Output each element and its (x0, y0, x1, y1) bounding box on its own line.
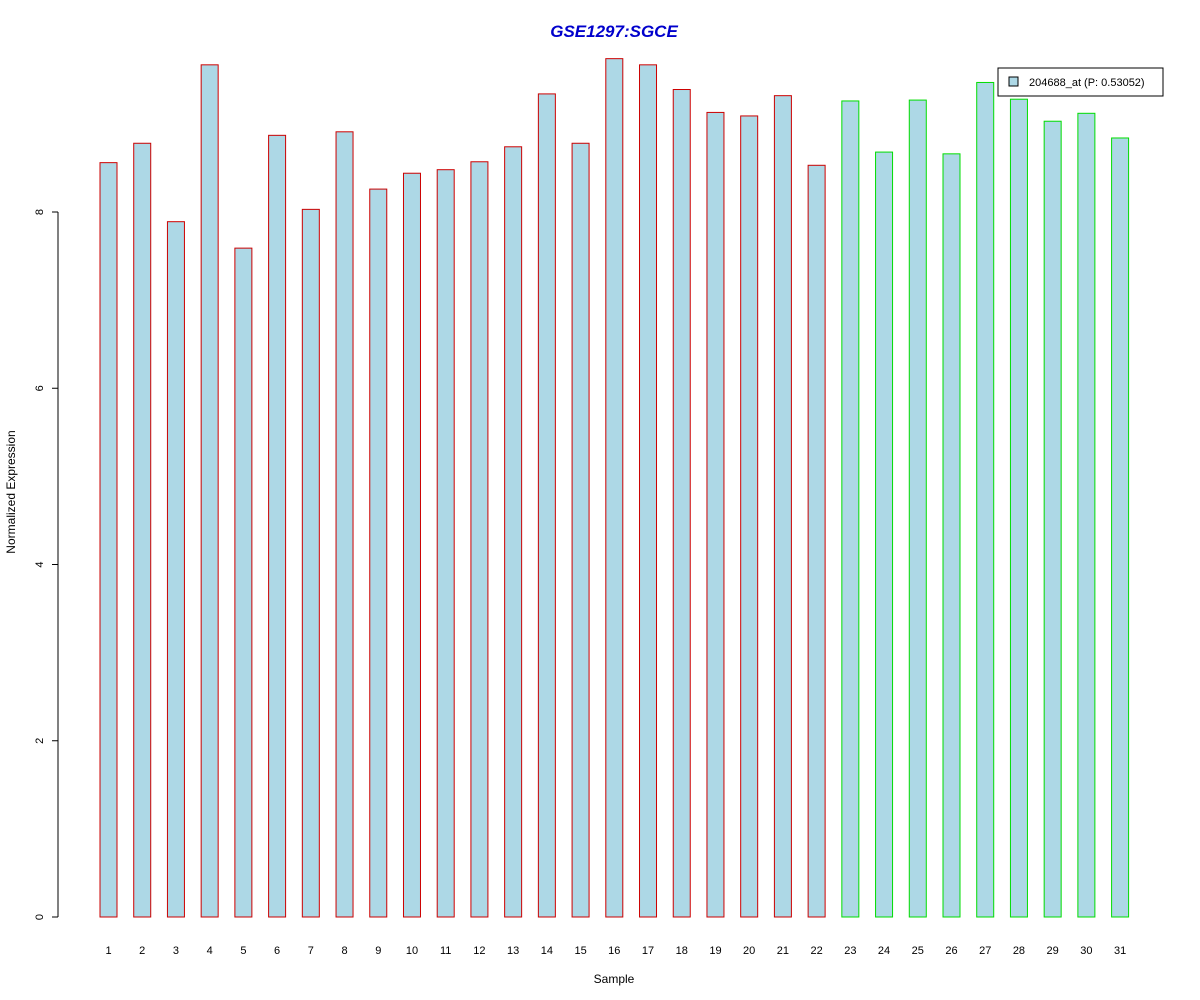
bar-sample-19 (706, 111, 725, 918)
x-tick-label: 29 (1047, 945, 1059, 957)
bar-sample-14 (537, 93, 556, 918)
bar-sample-7 (301, 208, 320, 918)
x-axis-label: Sample (594, 972, 635, 986)
legend: 204688_at (P: 0.53052) (997, 67, 1164, 97)
legend-box (997, 67, 1164, 97)
x-tick-label: 11 (440, 945, 451, 957)
bar-sample-15 (571, 142, 590, 918)
x-tick-label: 14 (541, 945, 553, 957)
x-tick-label: 5 (240, 945, 246, 957)
x-tick-label: 6 (274, 945, 280, 957)
x-tick-label: 7 (308, 945, 314, 957)
bar-sample-8 (335, 131, 354, 918)
x-tick-label: 3 (173, 945, 179, 957)
bar-sample-10 (402, 172, 421, 918)
bar-sample-24 (875, 151, 894, 918)
x-tick-label: 25 (912, 945, 924, 957)
x-tick-label: 2 (139, 945, 145, 957)
chart-title: GSE1297:SGCE (550, 22, 678, 41)
bar-sample-13 (504, 146, 523, 918)
bar-sample-21 (773, 95, 792, 918)
y-tick-label: 8 (34, 209, 46, 215)
y-axis: 0 2 4 6 8 (34, 209, 59, 920)
x-axis: 1 2 3 4 5 6 7 8 9 10 11 12 13 14 15 16 17 18 19 20 21 22 23 24 2… (105, 945, 1126, 957)
bar-sample-1 (99, 162, 118, 918)
x-tick-label: 22 (810, 945, 822, 957)
bar-sample-11 (436, 169, 455, 918)
x-tick-label: 10 (406, 945, 418, 957)
bar-sample-17 (639, 64, 658, 918)
x-tick-label: 23 (844, 945, 856, 957)
bar-sample-29 (1043, 120, 1062, 918)
x-tick-label: 27 (979, 945, 991, 957)
x-tick-label: 24 (878, 945, 890, 957)
bar-sample-30 (1077, 112, 1096, 918)
x-tick-label: 1 (105, 945, 111, 957)
bar-sample-12 (470, 161, 489, 918)
x-tick-label: 28 (1013, 945, 1025, 957)
x-tick-label: 20 (743, 945, 755, 957)
x-tick-label: 26 (945, 945, 957, 957)
x-tick-label: 8 (341, 945, 347, 957)
x-tick-label: 21 (777, 945, 789, 957)
y-tick-label: 6 (34, 385, 46, 391)
bar-sample-28 (1009, 98, 1028, 918)
bar-sample-16 (605, 58, 624, 918)
bar-sample-4 (200, 64, 219, 918)
bar-sample-2 (133, 142, 152, 918)
x-tick-label: 9 (375, 945, 381, 957)
x-tick-label: 19 (709, 945, 721, 957)
y-axis-label: Normalized Expression (4, 430, 18, 553)
bar-sample-25 (908, 99, 927, 918)
x-tick-label: 4 (207, 945, 213, 957)
bar-sample-22 (807, 164, 826, 918)
y-tick-label: 4 (34, 561, 46, 567)
bar-sample-9 (369, 188, 388, 918)
x-tick-label: 13 (507, 945, 519, 957)
y-tick-label: 0 (34, 914, 46, 920)
bar-sample-5 (234, 247, 253, 918)
x-tick-label: 12 (473, 945, 485, 957)
x-tick-label: 15 (574, 945, 586, 957)
x-tick-label: 17 (642, 945, 654, 957)
x-tick-label: 30 (1080, 945, 1092, 957)
x-tick-label: 16 (608, 945, 620, 957)
legend-label: 204688_at (P: 0.53052) (1029, 77, 1145, 89)
bar-sample-23 (841, 100, 860, 918)
bar-sample-31 (1111, 137, 1130, 918)
bar-sample-6 (268, 134, 287, 918)
bar-sample-3 (166, 221, 185, 918)
y-tick-label: 2 (34, 738, 46, 744)
bar-sample-20 (740, 115, 759, 918)
bar-sample-27 (976, 81, 995, 918)
legend-swatch (1008, 76, 1019, 87)
x-tick-label: 18 (676, 945, 688, 957)
bar-sample-26 (942, 153, 961, 918)
bars-layer (99, 58, 1130, 918)
bar-sample-18 (672, 89, 691, 918)
x-tick-label: 31 (1114, 945, 1126, 957)
